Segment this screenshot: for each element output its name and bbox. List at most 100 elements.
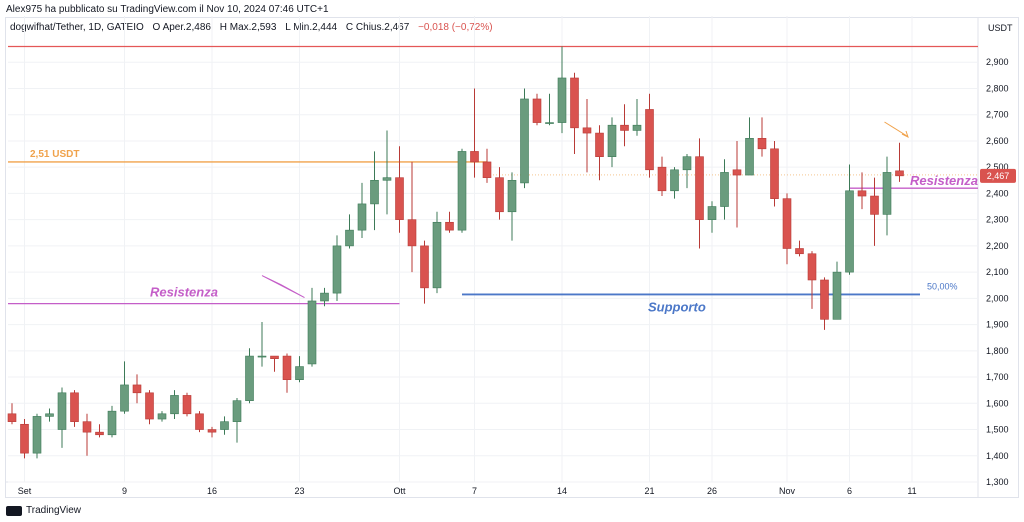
support-label: Supporto: [648, 299, 706, 314]
candle-body: [482, 161, 492, 178]
price-axis-unit: USDT: [988, 23, 1013, 33]
candle-body: [595, 132, 604, 157]
candle-body: [407, 219, 417, 247]
symbol-legend: dogwifhat/Tether, 1D, GATEIO O Aper.2,48…: [10, 22, 493, 33]
y-tick-label: 2,500: [986, 162, 1009, 172]
x-tick-label: 7: [472, 486, 477, 496]
ohlc-change: −0,018 (−0,72%): [418, 22, 493, 33]
candle-body: [157, 413, 167, 420]
candle-body: [220, 421, 229, 430]
orange-arrow-head: [901, 130, 909, 138]
candle-body: [257, 355, 267, 358]
candle-body: [307, 300, 317, 365]
candle-body: [745, 138, 754, 176]
candle-body: [457, 151, 467, 231]
ohlc-close-text: Chius.2,467: [355, 22, 410, 33]
candle-body: [382, 177, 392, 181]
last-price-tag: [980, 168, 1016, 183]
candle-body: [782, 198, 792, 249]
orange-level-label: 2,51 USDT: [30, 149, 79, 160]
purple-arrow: [261, 275, 305, 299]
candle-body: [557, 77, 567, 123]
candle-body: [520, 98, 529, 184]
y-tick-label: 2,900: [986, 57, 1009, 67]
chart-panel[interactable]: [5, 17, 1019, 498]
candle-body: [870, 195, 879, 215]
candle-body: [245, 355, 254, 401]
candle-body: [170, 395, 179, 415]
candle-body: [370, 179, 379, 205]
candle-body: [20, 423, 29, 454]
candle-body: [882, 172, 892, 215]
ohlc-open-label: O: [152, 22, 161, 33]
y-tick-label: 1,500: [986, 425, 1009, 435]
y-tick-label: 2,000: [986, 293, 1009, 303]
candle-body: [695, 156, 704, 220]
ohlc-high-text: Max.2,593: [229, 22, 277, 33]
candle-body: [70, 392, 79, 422]
candle-body: [420, 245, 429, 289]
x-tick-label: 23: [294, 486, 304, 496]
candle-body: [357, 203, 367, 231]
y-tick-label: 2,300: [986, 215, 1009, 225]
y-tick-label: 2,600: [986, 136, 1009, 146]
candle-body: [45, 413, 54, 417]
candle-body: [670, 169, 679, 192]
x-tick-label: Ott: [393, 486, 406, 496]
candle-body: [232, 400, 242, 422]
y-tick-label: 2,800: [986, 83, 1009, 93]
candle-body: [82, 421, 92, 433]
y-tick-label: 1,300: [986, 477, 1009, 487]
candle-body: [707, 206, 717, 220]
candle-body: [507, 179, 517, 213]
x-tick-label: 26: [707, 486, 717, 496]
candle-body: [895, 170, 904, 177]
candle-body: [445, 221, 454, 231]
candle-body: [470, 151, 479, 163]
candle-body: [395, 177, 404, 220]
orange-arrow-shaft: [884, 121, 908, 137]
candle-body: [432, 221, 442, 289]
x-tick-label: Set: [18, 486, 32, 496]
candle-body: [807, 253, 817, 281]
candle-body: [645, 109, 654, 171]
candle-body: [757, 138, 767, 150]
candle-body: [345, 229, 354, 247]
candle-body: [32, 416, 42, 454]
candle-body: [195, 413, 204, 430]
candle-body: [57, 392, 67, 430]
candle-body: [607, 124, 617, 157]
tradingview-logo-icon: [6, 505, 22, 516]
x-tick-label: 16: [207, 486, 217, 496]
candle-body: [270, 355, 279, 359]
candle-body: [95, 431, 104, 436]
candle-body: [545, 122, 554, 124]
y-tick-label: 1,800: [986, 346, 1009, 356]
y-tick-label: 1,600: [986, 398, 1009, 408]
candle-body: [582, 127, 592, 134]
footer-brand: TradingView: [6, 505, 81, 516]
symbol-name: dogwifhat/Tether, 1D, GATEIO: [10, 22, 144, 33]
candle-body: [295, 366, 304, 380]
x-tick-label: 14: [557, 486, 567, 496]
last-price-label: 2,467: [987, 171, 1010, 181]
x-tick-label: 21: [644, 486, 654, 496]
candle-body: [320, 292, 329, 302]
candle-body: [720, 172, 729, 207]
y-tick-label: 1,900: [986, 320, 1009, 330]
candle-body: [282, 355, 292, 380]
candle-body: [832, 271, 842, 320]
candle-body: [495, 177, 504, 213]
candle-body: [632, 124, 642, 131]
candle-body: [570, 77, 579, 129]
fib-50-label: 50,00%: [927, 281, 958, 291]
resistance-label-left: Resistenza: [150, 285, 218, 300]
y-tick-label: 2,100: [986, 267, 1009, 277]
ohlc-high-label: H: [219, 22, 227, 33]
y-tick-label: 1,400: [986, 451, 1009, 461]
published-by-text: Alex975 ha pubblicato su TradingView.com…: [6, 4, 329, 15]
candle-body: [657, 166, 667, 192]
brand-text: TradingView: [26, 505, 82, 516]
resistance-label-right: Resistenza: [910, 173, 978, 188]
